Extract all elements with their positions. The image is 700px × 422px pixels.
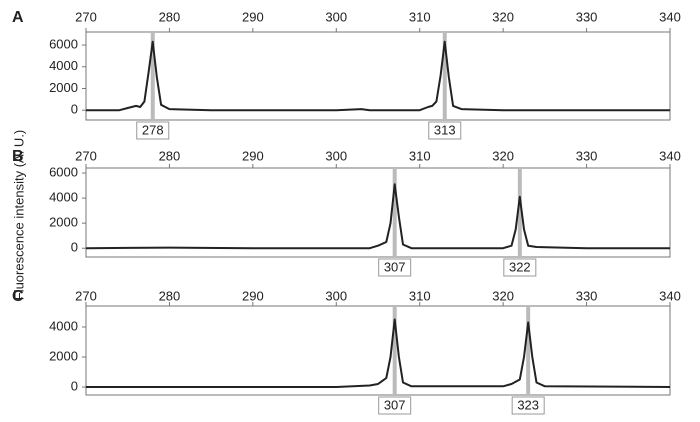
peak-label: 278 [142, 122, 164, 137]
y-tick-label: 0 [71, 240, 78, 255]
x-tick-label: 320 [492, 9, 514, 24]
x-tick-label: 310 [409, 9, 431, 24]
panel-label: B [12, 148, 24, 165]
x-tick-label: 300 [325, 9, 347, 24]
peak-label: 313 [434, 122, 456, 137]
x-tick-label: 280 [159, 288, 181, 303]
y-tick-label: 0 [71, 102, 78, 117]
y-tick-label: 2000 [49, 348, 78, 363]
x-tick-label: 310 [409, 288, 431, 303]
x-tick-label: 290 [242, 148, 264, 163]
x-tick-label: 330 [576, 288, 598, 303]
y-tick-label: 6000 [49, 164, 78, 179]
panel-label: C [12, 288, 24, 305]
y-tick-label: 2000 [49, 215, 78, 230]
x-tick-label: 340 [659, 9, 681, 24]
peak-label: 307 [384, 397, 406, 412]
x-tick-label: 340 [659, 288, 681, 303]
trace [86, 318, 671, 388]
y-axis-label: Fluorescence intensity (A. U.) [11, 130, 26, 301]
trace [86, 40, 670, 112]
x-tick-label: 320 [492, 288, 514, 303]
peak-label: 322 [509, 259, 531, 274]
y-tick-label: 4000 [49, 318, 78, 333]
trace [85, 183, 670, 250]
y-tick-label: 4000 [49, 190, 78, 205]
x-tick-label: 300 [325, 148, 347, 163]
x-tick-label: 280 [159, 148, 181, 163]
plot-frame [85, 305, 671, 396]
x-tick-label: 330 [576, 148, 598, 163]
x-tick-label: 290 [242, 288, 264, 303]
x-tick-label: 320 [492, 148, 514, 163]
plot-frame [85, 167, 671, 258]
peak-label-box [503, 258, 537, 277]
peak-label: 307 [384, 259, 406, 274]
peak-label-box [378, 396, 412, 415]
x-tick-label: 300 [325, 288, 347, 303]
peak-label: 323 [517, 397, 539, 412]
plot-frame [85, 31, 671, 121]
peak-label-box [136, 121, 170, 140]
x-tick-label: 280 [159, 9, 181, 24]
x-tick-label: 330 [576, 9, 598, 24]
panel-label: A [12, 9, 24, 26]
x-tick-label: 270 [75, 148, 97, 163]
x-tick-label: 270 [75, 9, 97, 24]
peak-label-box [511, 396, 545, 415]
y-tick-label: 2000 [49, 80, 78, 95]
peak-label-box [428, 121, 462, 140]
y-tick-label: 6000 [49, 36, 78, 51]
x-tick-label: 290 [242, 9, 264, 24]
y-tick-label: 4000 [49, 58, 78, 73]
peak-label-box [378, 258, 412, 277]
x-tick-label: 310 [409, 148, 431, 163]
x-tick-label: 270 [75, 288, 97, 303]
x-tick-label: 340 [659, 148, 681, 163]
y-tick-label: 0 [71, 378, 78, 393]
